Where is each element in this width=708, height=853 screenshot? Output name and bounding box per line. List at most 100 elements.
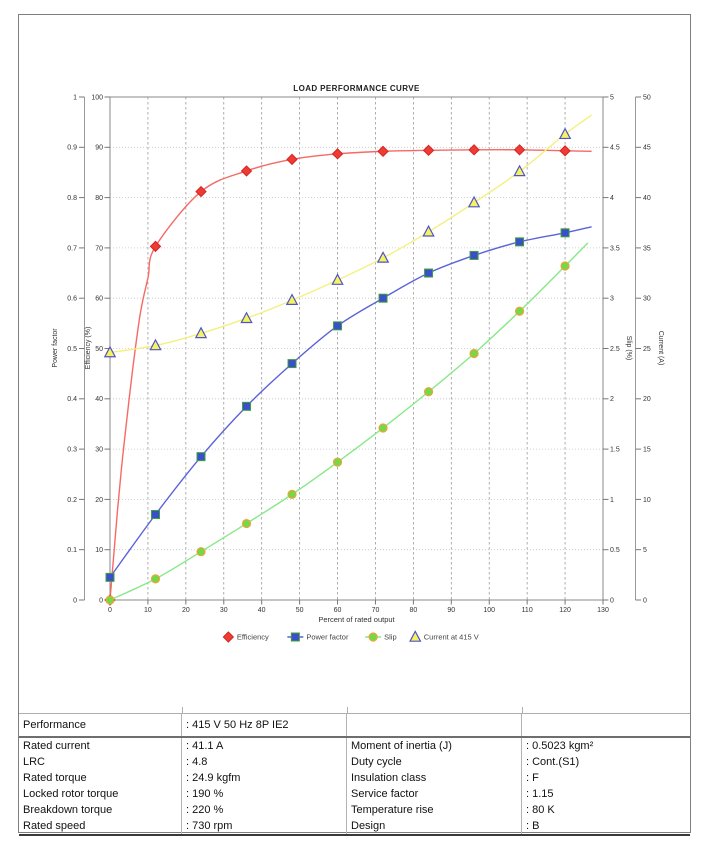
legend-item-slip: Slip [365, 632, 397, 642]
axis-tick-label: 0 [610, 597, 614, 604]
legend-label: Current at 415 V [424, 633, 479, 642]
axis-tick-label: 0.5 [610, 547, 620, 554]
marker-triangle [285, 293, 299, 306]
spec-table-top-row [19, 690, 690, 714]
axis-tick-label: 2 [610, 396, 614, 403]
y-axis-title-power-factor: Power factor [52, 328, 59, 368]
marker-circle [105, 595, 115, 605]
axis-tick-label: 100 [91, 94, 103, 101]
spec-label: Moment of inertia (J) [347, 738, 522, 754]
axis-tick-label: 0.2 [67, 497, 77, 504]
marker-square [515, 237, 525, 247]
axis-tick-label: 40 [643, 195, 651, 202]
marker-diamond [195, 185, 207, 198]
marker-circle [514, 306, 525, 316]
column-divider [347, 707, 348, 713]
y-axis-title-current: Current (A) [657, 331, 664, 366]
marker-circle [423, 387, 434, 397]
axis-tick-label: 0 [108, 607, 112, 614]
spec-value: : 24.9 kgfm [182, 770, 347, 786]
marker-circle [287, 489, 297, 499]
marker-circle [241, 518, 252, 529]
axis-tick-label: 3 [610, 296, 614, 303]
axis-tick-label: 30 [643, 296, 651, 303]
axis-tick-label: 0.5 [67, 346, 77, 353]
axis-tick-label: 5 [643, 547, 647, 554]
marker-diamond [222, 631, 235, 643]
axis-slip: 0 0.5 1 1.5 2 2.5 3 3.5 4 4.5 5 [603, 94, 620, 604]
series-line-efficiency [109, 149, 592, 601]
marker-circle [196, 547, 206, 557]
axis-tick-label: 5 [610, 94, 614, 101]
marker-square [378, 293, 388, 303]
legend-label: Efficiency [237, 633, 269, 642]
axis-tick-label: 3.5 [610, 245, 620, 252]
marker-triangle [467, 195, 481, 208]
axis-tick-label: 130 [597, 607, 609, 614]
axis-tick-label: 15 [643, 447, 651, 454]
axis-tick-label: 50 [296, 607, 304, 614]
axis-tick-label: 90 [447, 607, 455, 614]
marker-square [196, 452, 206, 462]
axis-tick-label: 35 [643, 245, 651, 252]
series-markers-slip [105, 261, 570, 605]
spec-label: LRC [19, 754, 182, 770]
axis-tick-label: 0.1 [67, 547, 77, 554]
axis-efficiency: 0 10 20 30 40 50 60 70 80 90 100 [91, 94, 110, 604]
axis-tick-label: 20 [182, 607, 190, 614]
axis-percent-output: 0 10 20 30 40 50 60 70 80 90 100 110 120 130 [108, 600, 609, 614]
axis-tick-label: 1.5 [610, 447, 620, 454]
axis-tick-label: 2.5 [610, 346, 620, 353]
axis-tick-label: 0.8 [67, 195, 77, 202]
series-line-slip [109, 242, 589, 601]
marker-square [105, 572, 115, 582]
spec-value: : 0.5023 kgm² [526, 740, 594, 752]
axis-tick-label: 60 [95, 296, 103, 303]
marker-diamond [513, 144, 526, 156]
marker-square [287, 359, 297, 369]
marker-square [333, 321, 343, 331]
axis-tick-label: 0.7 [67, 245, 77, 252]
axis-tick-label: 80 [409, 607, 417, 614]
performance-row: Performance : 415 V 50 Hz 8P IE2 [19, 714, 690, 738]
series-markers-power_factor [105, 228, 570, 582]
marker-triangle [513, 164, 526, 177]
axis-tick-label: 4 [610, 195, 614, 202]
axis-tick-label: 0 [99, 597, 103, 604]
spec-value: : 1.15 [526, 788, 554, 800]
spec-label: Temperature rise [347, 802, 522, 818]
axis-tick-label: 40 [258, 607, 266, 614]
spec-value: : 730 rpm [182, 818, 347, 834]
axis-tick-label: 45 [643, 145, 651, 152]
spec-label: Rated torque [19, 770, 182, 786]
axis-current: 0 5 10 15 20 25 30 35 40 45 50 [635, 94, 651, 604]
marker-triangle [149, 338, 162, 351]
axis-tick-label: 30 [220, 607, 228, 614]
spec-value: : 220 % [182, 802, 347, 818]
axis-tick-label: 0 [643, 597, 647, 604]
marker-circle [332, 457, 343, 467]
marker-square [560, 228, 570, 238]
marker-diamond [422, 144, 435, 157]
legend-label: Slip [384, 633, 397, 642]
axis-tick-label: 120 [559, 607, 571, 614]
marker-triangle [103, 345, 117, 358]
marker-triangle [558, 127, 572, 140]
chart-grid [110, 97, 603, 600]
axis-tick-label: 30 [95, 447, 103, 454]
axis-tick-label: 10 [144, 607, 152, 614]
y-axis-title-efficiency: Efficiency (%) [85, 327, 92, 370]
legend-label: Power factor [306, 633, 349, 642]
axis-tick-label: 20 [95, 497, 103, 504]
axis-tick-label: 70 [95, 245, 103, 252]
axis-tick-label: 1 [610, 497, 614, 504]
axis-tick-label: 40 [95, 396, 103, 403]
column-divider [522, 707, 523, 713]
y-axis-title-slip: Slip (%) [625, 336, 632, 361]
marker-square [242, 401, 252, 411]
marker-diamond [468, 144, 480, 156]
spec-label: Service factor [347, 786, 522, 802]
legend-item-efficiency: Efficiency [222, 631, 269, 643]
marker-triangle [422, 224, 435, 237]
series-line-power_factor [109, 226, 592, 578]
